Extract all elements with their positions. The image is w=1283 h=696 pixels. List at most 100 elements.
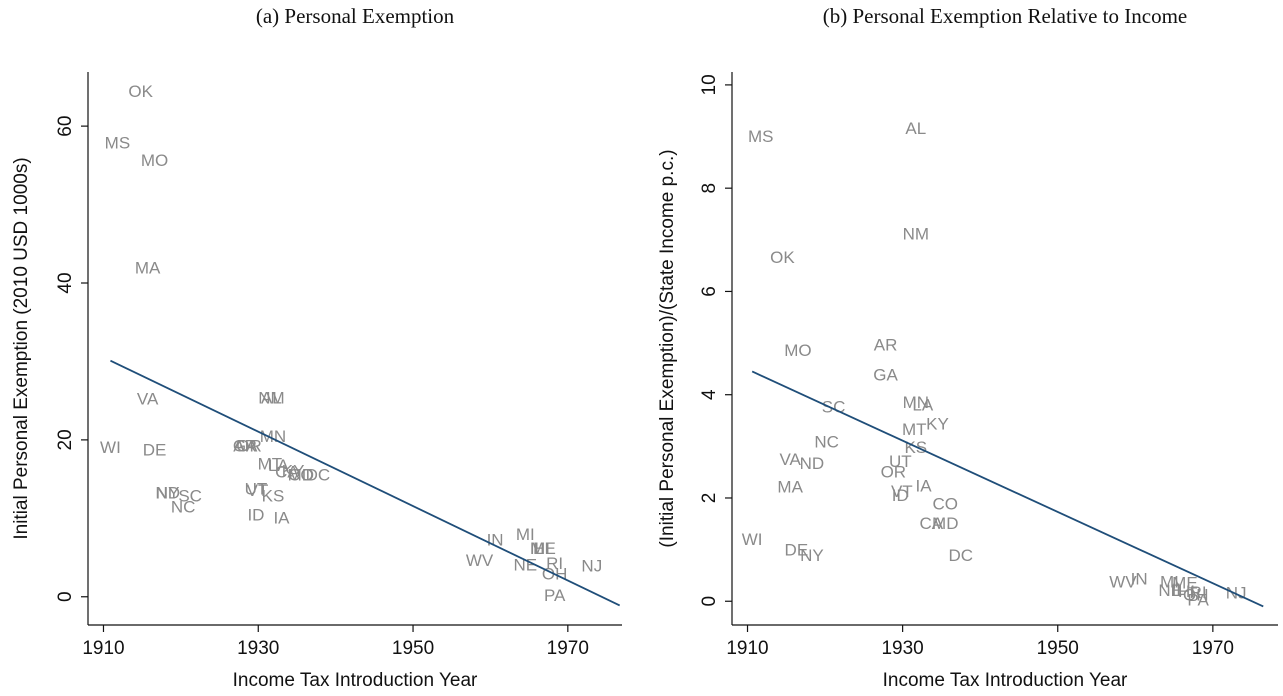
state-point: VT — [247, 481, 269, 500]
state-point: HI — [1178, 582, 1195, 601]
state-point: NM — [903, 225, 929, 244]
state-point: CA — [275, 462, 299, 481]
y-tick-label: 6 — [699, 286, 720, 297]
state-point: OR — [881, 463, 907, 482]
state-point: NC — [171, 498, 196, 517]
state-point: NY — [156, 483, 180, 502]
state-point: CO — [933, 495, 959, 514]
state-point: AL — [905, 119, 926, 138]
state-point: DE — [143, 440, 167, 459]
state-point: VT — [891, 482, 913, 501]
state-point: RI — [546, 554, 563, 573]
y-tick-label: 60 — [55, 116, 76, 137]
state-point: NE — [513, 556, 537, 575]
state-point: MT — [902, 420, 927, 439]
state-point: CA — [920, 514, 944, 533]
y-tick-label: 0 — [55, 591, 76, 602]
state-point: OK — [770, 248, 795, 267]
state-point: GA — [873, 366, 898, 385]
state-point: KS — [262, 487, 285, 506]
state-point: LA — [268, 456, 289, 475]
state-point: ID — [247, 505, 264, 524]
state-point: RI — [1190, 583, 1207, 602]
state-point: NJ — [581, 556, 602, 575]
x-tick-label: 1930 — [881, 638, 923, 659]
state-point: DC — [306, 465, 331, 484]
state-point: UT — [889, 452, 912, 471]
state-point: VA — [779, 450, 801, 469]
state-point: DE — [785, 541, 809, 560]
x-tick-label: 1930 — [237, 638, 279, 659]
x-axis-label: Income Tax Introduction Year — [233, 670, 478, 691]
x-tick-label: 1970 — [1192, 638, 1234, 659]
state-point: GA — [233, 436, 258, 455]
y-tick-label: 0 — [699, 596, 720, 607]
state-point: UT — [245, 480, 268, 499]
state-point: CO — [288, 465, 314, 484]
state-point: IN — [1131, 570, 1148, 589]
state-point: NM — [258, 389, 284, 408]
y-tick-label: 40 — [55, 272, 76, 293]
state-point: MD — [288, 465, 314, 484]
state-point: MI — [516, 525, 535, 544]
x-tick-label: 1910 — [82, 638, 124, 659]
state-point: MO — [784, 341, 811, 360]
state-point: HI — [533, 539, 550, 558]
state-point: IL — [1172, 580, 1186, 599]
state-point: LA — [912, 396, 933, 415]
state-point: MS — [748, 127, 774, 146]
state-point: WV — [1109, 573, 1137, 592]
state-point: IL — [530, 539, 544, 558]
state-point: IA — [273, 509, 290, 528]
state-point: ME — [530, 539, 556, 558]
x-tick-label: 1950 — [392, 638, 434, 659]
state-point: ND — [155, 483, 180, 502]
state-point: PA — [544, 586, 566, 605]
fit-line — [751, 370, 1264, 608]
state-point: OH — [1183, 586, 1209, 605]
state-point: AL — [261, 389, 282, 408]
state-point: MS — [105, 134, 131, 153]
state-point: OR — [236, 436, 262, 455]
state-point: MA — [135, 258, 161, 277]
y-axis-label: Initial Personal Exemption (2010 USD 100… — [11, 157, 32, 539]
y-tick-label: 2 — [699, 493, 720, 504]
state-point: NY — [800, 546, 824, 565]
state-point: OK — [128, 82, 153, 101]
state-point: AR — [874, 336, 898, 355]
state-point: AR — [233, 436, 257, 455]
state-point: PA — [1187, 591, 1209, 610]
state-point: SC — [178, 487, 202, 506]
state-point: SC — [822, 398, 846, 417]
state-point: NE — [1158, 581, 1182, 600]
y-axis-label: (Initial Personal Exemption)/(State Inco… — [657, 149, 678, 547]
panel-title: (b) Personal Exemption Relative to Incom… — [823, 4, 1188, 28]
state-point: MO — [141, 151, 168, 170]
y-tick-label: 20 — [55, 429, 76, 450]
state-point: MN — [903, 393, 929, 412]
state-point: MT — [258, 454, 283, 473]
state-point: ID — [892, 486, 909, 505]
state-point: MA — [777, 478, 803, 497]
state-point: ND — [800, 454, 825, 473]
fit-line — [110, 359, 621, 607]
state-point: IN — [487, 531, 504, 550]
x-tick-label: 1950 — [1037, 638, 1079, 659]
state-point: KY — [926, 415, 949, 434]
state-point: ME — [1172, 574, 1198, 593]
state-point: WI — [742, 530, 763, 549]
state-point: IA — [916, 477, 933, 496]
state-point: NC — [814, 433, 839, 452]
y-tick-label: 8 — [699, 183, 720, 194]
state-point: WI — [100, 438, 121, 457]
panel-title: (a) Personal Exemption — [256, 4, 455, 28]
x-axis-label: Income Tax Introduction Year — [883, 670, 1128, 691]
x-tick-label: 1910 — [726, 638, 768, 659]
state-point: WV — [466, 551, 494, 570]
x-tick-label: 1970 — [547, 638, 589, 659]
y-tick-label: 4 — [699, 389, 720, 400]
state-point: DC — [949, 546, 974, 565]
state-point: MD — [932, 514, 958, 533]
state-point: VA — [137, 389, 159, 408]
